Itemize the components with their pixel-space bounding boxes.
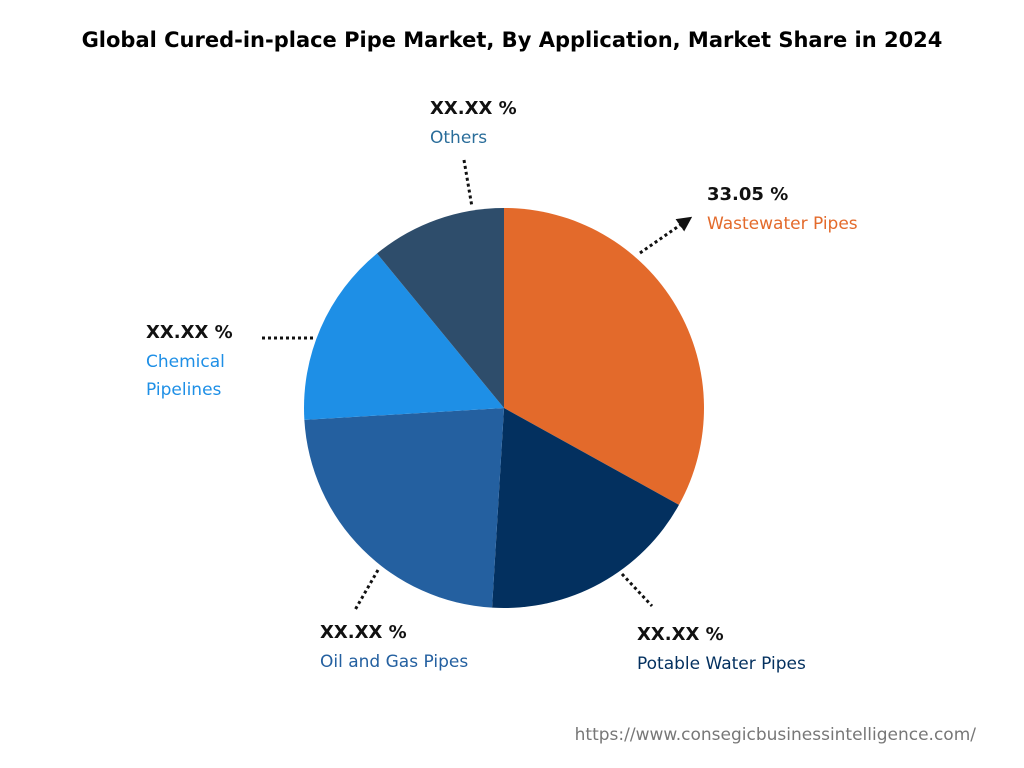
pie-slice	[492, 408, 679, 608]
category-label: Others	[430, 128, 488, 148]
pie-slice	[304, 253, 504, 420]
leader-line	[620, 572, 654, 608]
pie-slice	[504, 208, 704, 505]
value-label: XX.XX %	[320, 622, 407, 643]
category-label: Potable Water Pipes	[637, 654, 806, 674]
leader-line	[462, 159, 474, 208]
category-label: Wastewater Pipes	[707, 214, 858, 234]
pie-slice	[304, 408, 504, 608]
category-label: Oil and Gas Pipes	[320, 652, 469, 672]
leader-line	[639, 216, 693, 255]
chart-title: Global Cured-in-place Pipe Market, By Ap…	[81, 28, 943, 52]
pie-slice	[376, 208, 504, 408]
value-label: XX.XX %	[430, 98, 517, 119]
value-label: XX.XX %	[637, 624, 724, 645]
value-label: 33.05 %	[707, 184, 789, 205]
leader-line	[353, 569, 380, 611]
value-label: XX.XX %	[146, 322, 233, 343]
source: https://www.consegicbusinessintelligence…	[574, 725, 976, 745]
category-label: Chemical Pipelines	[146, 352, 225, 400]
